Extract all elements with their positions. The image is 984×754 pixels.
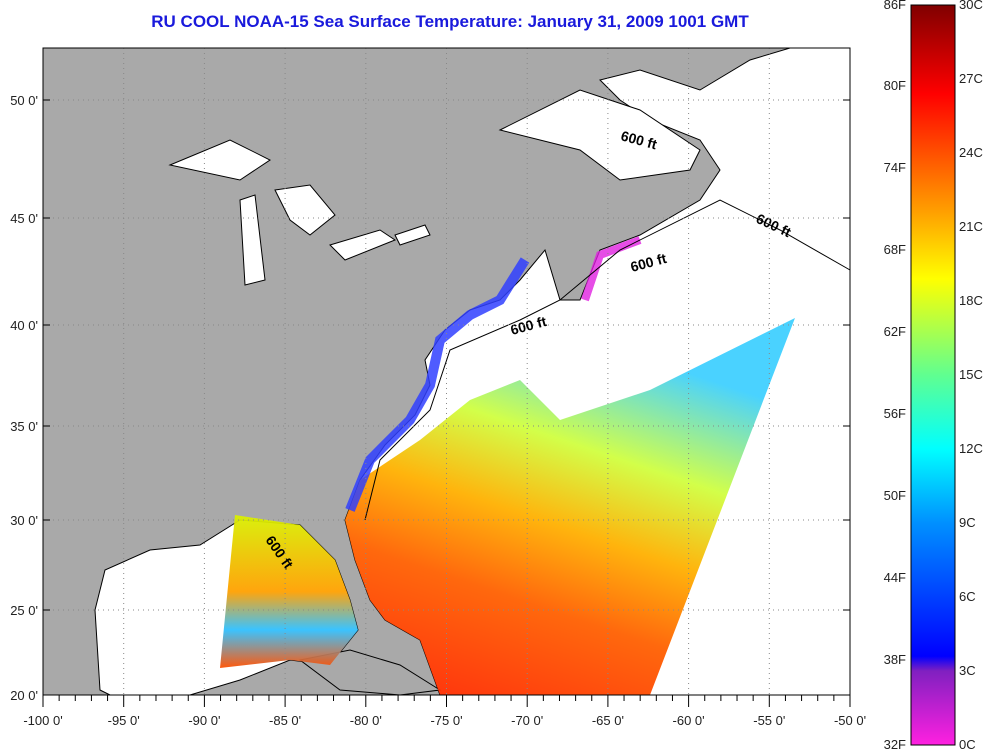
lat-label: 20 0' (10, 688, 38, 703)
great-lakes (168, 139, 431, 286)
colorbar-f-label: 32F (883, 737, 906, 752)
lon-label: -100 0' (23, 713, 62, 728)
colorbar-f-label: 86F (883, 0, 906, 12)
sst-atlantic-swath (345, 318, 795, 695)
colorbar-f-label: 56F (883, 406, 906, 421)
colorbar-f-label: 80F (883, 78, 906, 93)
colorbar-f-label: 74F (883, 160, 906, 175)
lon-label: -55 0' (753, 713, 785, 728)
gulf-of-st-lawrence (498, 89, 701, 181)
isobath-600ft (364, 199, 851, 521)
lon-label: -65 0' (592, 713, 624, 728)
colorbar-c-label: 6C (959, 589, 976, 604)
lon-label: -60 0' (673, 713, 705, 728)
map-axes: 50 0' 45 0' 40 0' 35 0' 30 0' 25 0' 20 0' -100 … (10, 93, 866, 728)
colorbar-c-label: 0C (959, 737, 976, 752)
sst-gulf-swath (220, 515, 358, 668)
lon-label: -70 0' (511, 713, 543, 728)
lat-label: 45 0' (10, 211, 38, 226)
colorbar-f-label: 62F (883, 324, 906, 339)
lon-label: -75 0' (430, 713, 462, 728)
colorbar-c-label: 18C (959, 293, 983, 308)
colorbar-f-label: 44F (883, 570, 906, 585)
lon-label: -90 0' (188, 713, 220, 728)
colorbar-c-label: 15C (959, 367, 983, 382)
figure-title: RU COOL NOAA-15 Sea Surface Temperature:… (151, 12, 749, 31)
colorbar-c-label: 3C (959, 663, 976, 678)
lat-label: 35 0' (10, 419, 38, 434)
colorbar-c-label: 21C (959, 219, 983, 234)
sst-coastal-magenta (581, 236, 642, 302)
colorbar-f-label: 68F (883, 242, 906, 257)
lon-label: -85 0' (269, 713, 301, 728)
colorbar-f-label: 38F (883, 652, 906, 667)
lon-label: -50 0' (834, 713, 866, 728)
sst-coastal-cold (345, 257, 530, 512)
colorbar-c-label: 27C (959, 71, 983, 86)
colorbar-f-label: 50F (883, 488, 906, 503)
colorbar-c-label: 30C (959, 0, 983, 12)
lat-label: 40 0' (10, 318, 38, 333)
colorbar-c-label: 9C (959, 515, 976, 530)
lat-label: 50 0' (10, 93, 38, 108)
colorbar (910, 4, 956, 746)
lon-label: -95 0' (108, 713, 140, 728)
lat-label: 25 0' (10, 603, 38, 618)
lon-label: -80 0' (350, 713, 382, 728)
colorbar-c-label: 24C (959, 145, 983, 160)
colorbar-c-label: 12C (959, 441, 983, 456)
lat-label: 30 0' (10, 513, 38, 528)
